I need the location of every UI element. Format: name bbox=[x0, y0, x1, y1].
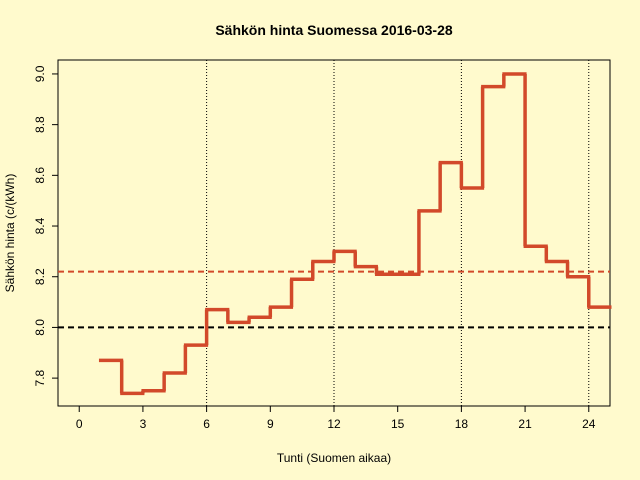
x-tick-label: 15 bbox=[391, 417, 405, 431]
y-tick-label: 8.4 bbox=[33, 217, 47, 234]
y-tick-label: 8.6 bbox=[33, 167, 47, 184]
x-tick-label: 18 bbox=[455, 417, 469, 431]
x-tick-label: 21 bbox=[518, 417, 532, 431]
x-tick-label: 0 bbox=[76, 417, 83, 431]
x-tick-label: 3 bbox=[140, 417, 147, 431]
x-tick-label: 12 bbox=[327, 417, 341, 431]
chart-title: Sähkön hinta Suomessa 2016-03-28 bbox=[215, 22, 453, 38]
y-tick-label: 8.8 bbox=[33, 116, 47, 133]
x-tick-label: 24 bbox=[582, 417, 596, 431]
y-tick-label: 9.0 bbox=[33, 65, 47, 82]
y-axis-label: Sähkön hinta (c/(kWh) bbox=[3, 174, 17, 293]
y-tick-label: 8.0 bbox=[33, 319, 47, 336]
y-tick-label: 7.8 bbox=[33, 369, 47, 386]
x-axis-label: Tunti (Suomen aikaa) bbox=[277, 451, 391, 465]
y-tick-label: 8.2 bbox=[33, 268, 47, 285]
x-tick-label: 9 bbox=[267, 417, 274, 431]
x-tick-label: 6 bbox=[203, 417, 210, 431]
